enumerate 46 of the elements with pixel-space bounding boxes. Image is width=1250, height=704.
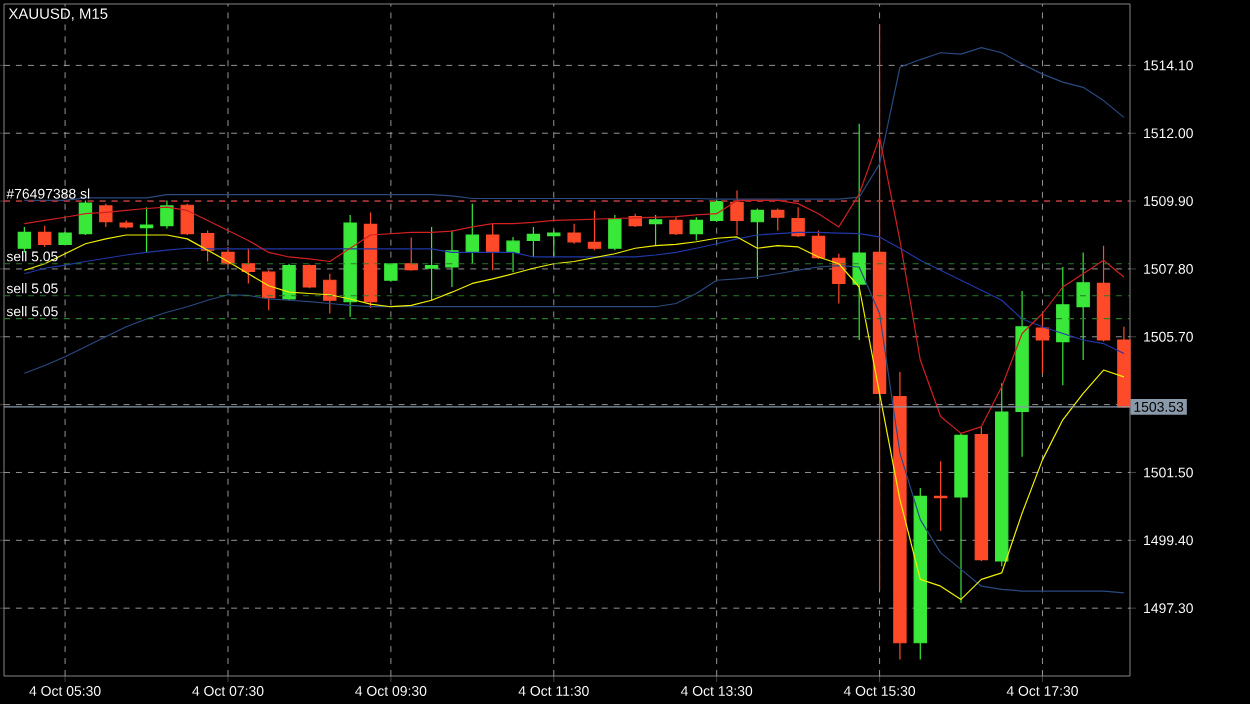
- candlestick: [17, 226, 32, 254]
- candlestick: [893, 371, 907, 661]
- candlestick: [1117, 326, 1131, 409]
- candlestick: [974, 425, 989, 562]
- candlestick: [771, 207, 785, 232]
- candlestick: [669, 216, 683, 236]
- candlestick: [750, 207, 765, 280]
- candlestick: [852, 123, 866, 341]
- candlestick: [526, 226, 541, 258]
- candlestick: [180, 203, 194, 236]
- candlestick: [1096, 245, 1111, 343]
- candlestick: [58, 231, 72, 246]
- candlestick: [791, 206, 805, 238]
- candlestick: [465, 203, 480, 265]
- candlestick: [160, 199, 174, 230]
- candlestick: [648, 214, 663, 247]
- candlestick: [485, 223, 500, 271]
- candlestick: [730, 189, 744, 236]
- candlestick: [119, 219, 133, 230]
- candlestick: [872, 23, 887, 591]
- candlestick: [567, 223, 581, 245]
- candlestick: [1035, 312, 1050, 374]
- candlestick: [995, 382, 1009, 567]
- candlestick: [78, 199, 93, 236]
- candlestick: [1056, 266, 1070, 386]
- candlestick: [689, 216, 704, 242]
- candlestick: [1015, 290, 1029, 458]
- candlestick: [282, 263, 296, 301]
- candlestick: [954, 432, 968, 604]
- candlestick: [38, 225, 52, 248]
- candlestick: [323, 273, 337, 315]
- candlestick: [99, 203, 113, 228]
- candlestick: [445, 229, 459, 288]
- candlestick: [384, 262, 398, 283]
- candlestick: [343, 214, 357, 318]
- candlestick: [933, 460, 948, 532]
- candlestick: [547, 229, 561, 258]
- candlestick: [424, 226, 439, 301]
- candlestick: [139, 206, 154, 254]
- candlestick: [1076, 251, 1090, 361]
- candlestick: [241, 247, 256, 285]
- candlestick: [608, 214, 622, 251]
- candlestick: [404, 236, 418, 272]
- candlestick: [506, 236, 520, 273]
- candlestick: [587, 209, 602, 251]
- candlestick: [302, 263, 317, 289]
